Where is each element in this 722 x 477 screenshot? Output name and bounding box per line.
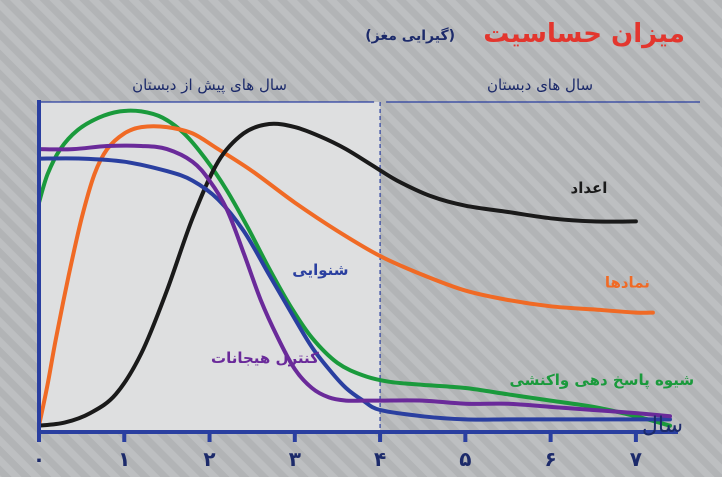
series-line-symbols: [37, 124, 655, 428]
x-tick-label: ۲: [203, 447, 215, 471]
x-tick-label: ۵: [459, 447, 471, 471]
period-label-primary: سال های دبستان: [487, 76, 593, 94]
label-reactive-response: شیوه پاسخ دهی واکنشی: [509, 371, 694, 390]
series-labels: شیوه پاسخ دهی واکنشی نمادها اعداد شنوایی کنت…: [211, 179, 694, 390]
preschool-region: [39, 102, 381, 432]
series-line-emotion-control: [37, 143, 672, 419]
label-numbers: اعداد: [571, 179, 608, 197]
chart-title-main: میزان حساسیت: [483, 19, 685, 49]
x-axis-label: سال: [642, 413, 683, 438]
x-tick-label: ۰: [33, 447, 45, 471]
x-tick-label: ۳: [289, 447, 301, 471]
series-line-hearing: [37, 156, 672, 422]
period-label-preschool: سال های پیش از دبستان: [132, 76, 287, 95]
x-ticks: ۰ ۱ ۲ ۳ ۴ ۵ ۶ ۷: [33, 432, 642, 471]
chart-subtitle: (گیرایی مغز): [365, 27, 455, 44]
x-tick-label: ۴: [374, 447, 386, 471]
series-line-reactive-response: [37, 108, 672, 428]
chart-title: میزان حساسیت: [483, 19, 685, 49]
series-line-numbers: [37, 121, 638, 428]
x-tick-label: ۷: [630, 447, 642, 471]
x-tick-label: ۱: [118, 447, 130, 471]
label-emotion-control: کنترل هیجانات: [211, 349, 319, 367]
label-symbols: نمادها: [605, 273, 650, 291]
x-tick-label: ۶: [545, 447, 557, 471]
series-layer: [37, 108, 672, 428]
label-hearing: شنوایی: [292, 261, 348, 279]
